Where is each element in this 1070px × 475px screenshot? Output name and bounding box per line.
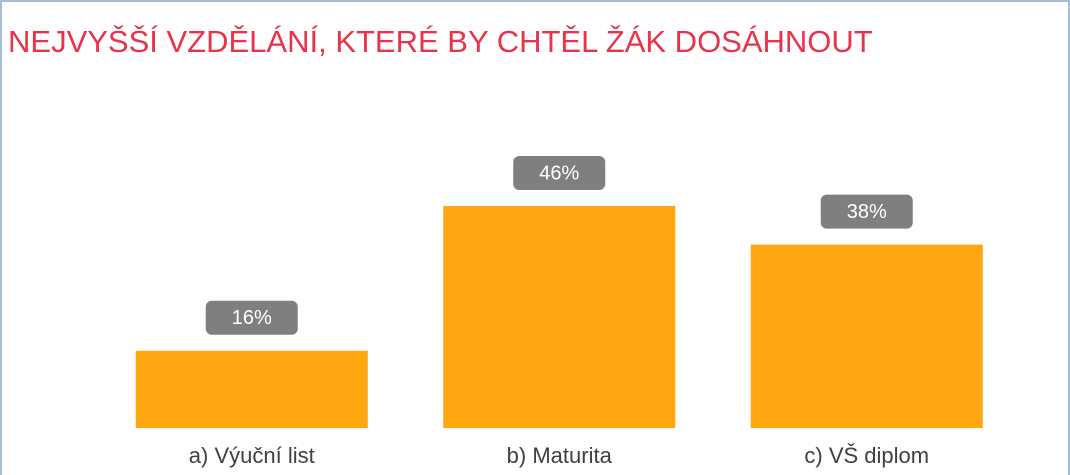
bar bbox=[135, 350, 368, 428]
value-label-box bbox=[205, 300, 298, 335]
bar bbox=[443, 206, 676, 428]
value-label-box bbox=[513, 156, 606, 190]
x-tick-label: b) Maturita bbox=[507, 443, 613, 468]
value-label-box bbox=[820, 194, 913, 229]
value-label: 16% bbox=[232, 307, 272, 329]
chart-title: NEJVYŠŠÍ VZDĚLÁNÍ, KTERÉ BY CHTĚL ŽÁK DO… bbox=[8, 24, 873, 59]
x-tick-label: c) VŠ diplom bbox=[804, 443, 929, 468]
value-label: 46% bbox=[539, 162, 579, 184]
bar bbox=[750, 244, 983, 428]
x-tick-label: a) Výuční list bbox=[189, 443, 315, 468]
value-label: 38% bbox=[847, 201, 887, 223]
